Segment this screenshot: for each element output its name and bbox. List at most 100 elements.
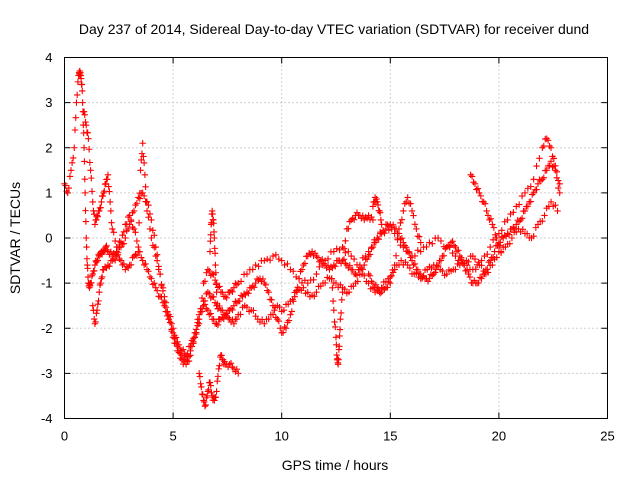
data-point xyxy=(471,277,478,284)
data-point xyxy=(142,183,149,191)
data-point xyxy=(450,242,458,249)
data-point xyxy=(142,260,149,268)
y-tick-label: -4 xyxy=(41,411,53,426)
data-point xyxy=(104,175,111,183)
y-tick-label: 2 xyxy=(45,140,52,155)
data-point xyxy=(391,230,398,237)
data-point xyxy=(330,261,338,269)
data-point xyxy=(259,275,267,283)
data-point xyxy=(495,230,503,237)
data-point xyxy=(227,305,235,312)
data-point xyxy=(93,212,101,219)
data-point xyxy=(158,281,165,288)
data-point xyxy=(340,245,348,252)
x-tick-label: 20 xyxy=(492,429,506,444)
data-point xyxy=(363,215,371,222)
data-point xyxy=(510,224,517,231)
data-point xyxy=(105,183,112,190)
data-point xyxy=(547,158,555,165)
data-point xyxy=(374,201,382,209)
data-point xyxy=(388,272,395,279)
data-point xyxy=(411,221,419,228)
data-point xyxy=(431,269,439,276)
data-point xyxy=(195,311,203,318)
data-point xyxy=(148,275,155,282)
data-point xyxy=(114,243,122,251)
data-point xyxy=(223,310,230,317)
data-point xyxy=(493,234,500,242)
data-point xyxy=(88,174,95,182)
data-point xyxy=(216,362,223,369)
data-point xyxy=(336,246,343,254)
data-point xyxy=(106,188,113,195)
data-point xyxy=(496,242,503,249)
data-point xyxy=(536,155,543,162)
data-point xyxy=(417,248,424,255)
data-point xyxy=(201,301,209,308)
data-point xyxy=(140,261,148,269)
data-point xyxy=(207,237,214,245)
data-point xyxy=(359,266,366,273)
data-point xyxy=(120,260,128,268)
y-tick-label: 0 xyxy=(45,231,52,246)
data-point xyxy=(304,289,311,296)
x-tick-label: 25 xyxy=(600,429,614,444)
data-point xyxy=(96,207,103,215)
data-point xyxy=(106,198,114,206)
data-point xyxy=(165,316,172,323)
data-point xyxy=(216,283,223,290)
trace-spike-near-14-3h xyxy=(369,194,385,228)
data-point xyxy=(455,257,462,264)
data-point xyxy=(196,373,204,380)
data-point xyxy=(97,279,104,287)
data-point xyxy=(215,316,222,323)
y-tick-label: -3 xyxy=(41,366,53,381)
data-point xyxy=(145,202,152,209)
data-point xyxy=(245,290,252,297)
data-point xyxy=(243,270,251,278)
data-point xyxy=(201,398,208,406)
data-point xyxy=(336,343,343,350)
data-point xyxy=(156,270,164,278)
data-point xyxy=(184,350,191,357)
data-point xyxy=(547,198,555,206)
data-point xyxy=(471,255,479,263)
data-point xyxy=(319,261,326,269)
data-point xyxy=(342,237,349,245)
data-point xyxy=(209,210,216,218)
data-point xyxy=(202,401,209,409)
data-point xyxy=(82,218,90,225)
data-point xyxy=(97,204,104,211)
data-point xyxy=(252,279,259,287)
y-tick-label: -2 xyxy=(41,321,53,336)
data-point xyxy=(311,293,318,300)
data-point xyxy=(127,216,135,224)
data-point xyxy=(345,288,353,296)
data-point xyxy=(388,225,395,233)
data-point xyxy=(255,263,262,270)
data-point xyxy=(295,275,303,282)
data-point xyxy=(336,326,344,333)
data-point xyxy=(533,162,540,170)
data-point xyxy=(92,318,99,326)
data-point xyxy=(233,315,241,323)
data-point xyxy=(227,287,235,294)
data-point xyxy=(476,274,484,281)
trace-branch-near-14-5h xyxy=(365,194,424,297)
data-point xyxy=(505,231,513,238)
data-point xyxy=(133,200,141,207)
data-point xyxy=(93,307,101,314)
data-point xyxy=(411,260,419,268)
data-point xyxy=(117,257,125,264)
data-point xyxy=(125,264,132,272)
data-point xyxy=(65,184,73,192)
data-point xyxy=(476,189,483,197)
data-point xyxy=(298,266,306,273)
data-point xyxy=(98,198,105,206)
data-point xyxy=(143,198,150,205)
data-point xyxy=(104,246,111,254)
data-point xyxy=(174,338,181,345)
data-point xyxy=(78,81,86,88)
data-point xyxy=(136,248,143,256)
